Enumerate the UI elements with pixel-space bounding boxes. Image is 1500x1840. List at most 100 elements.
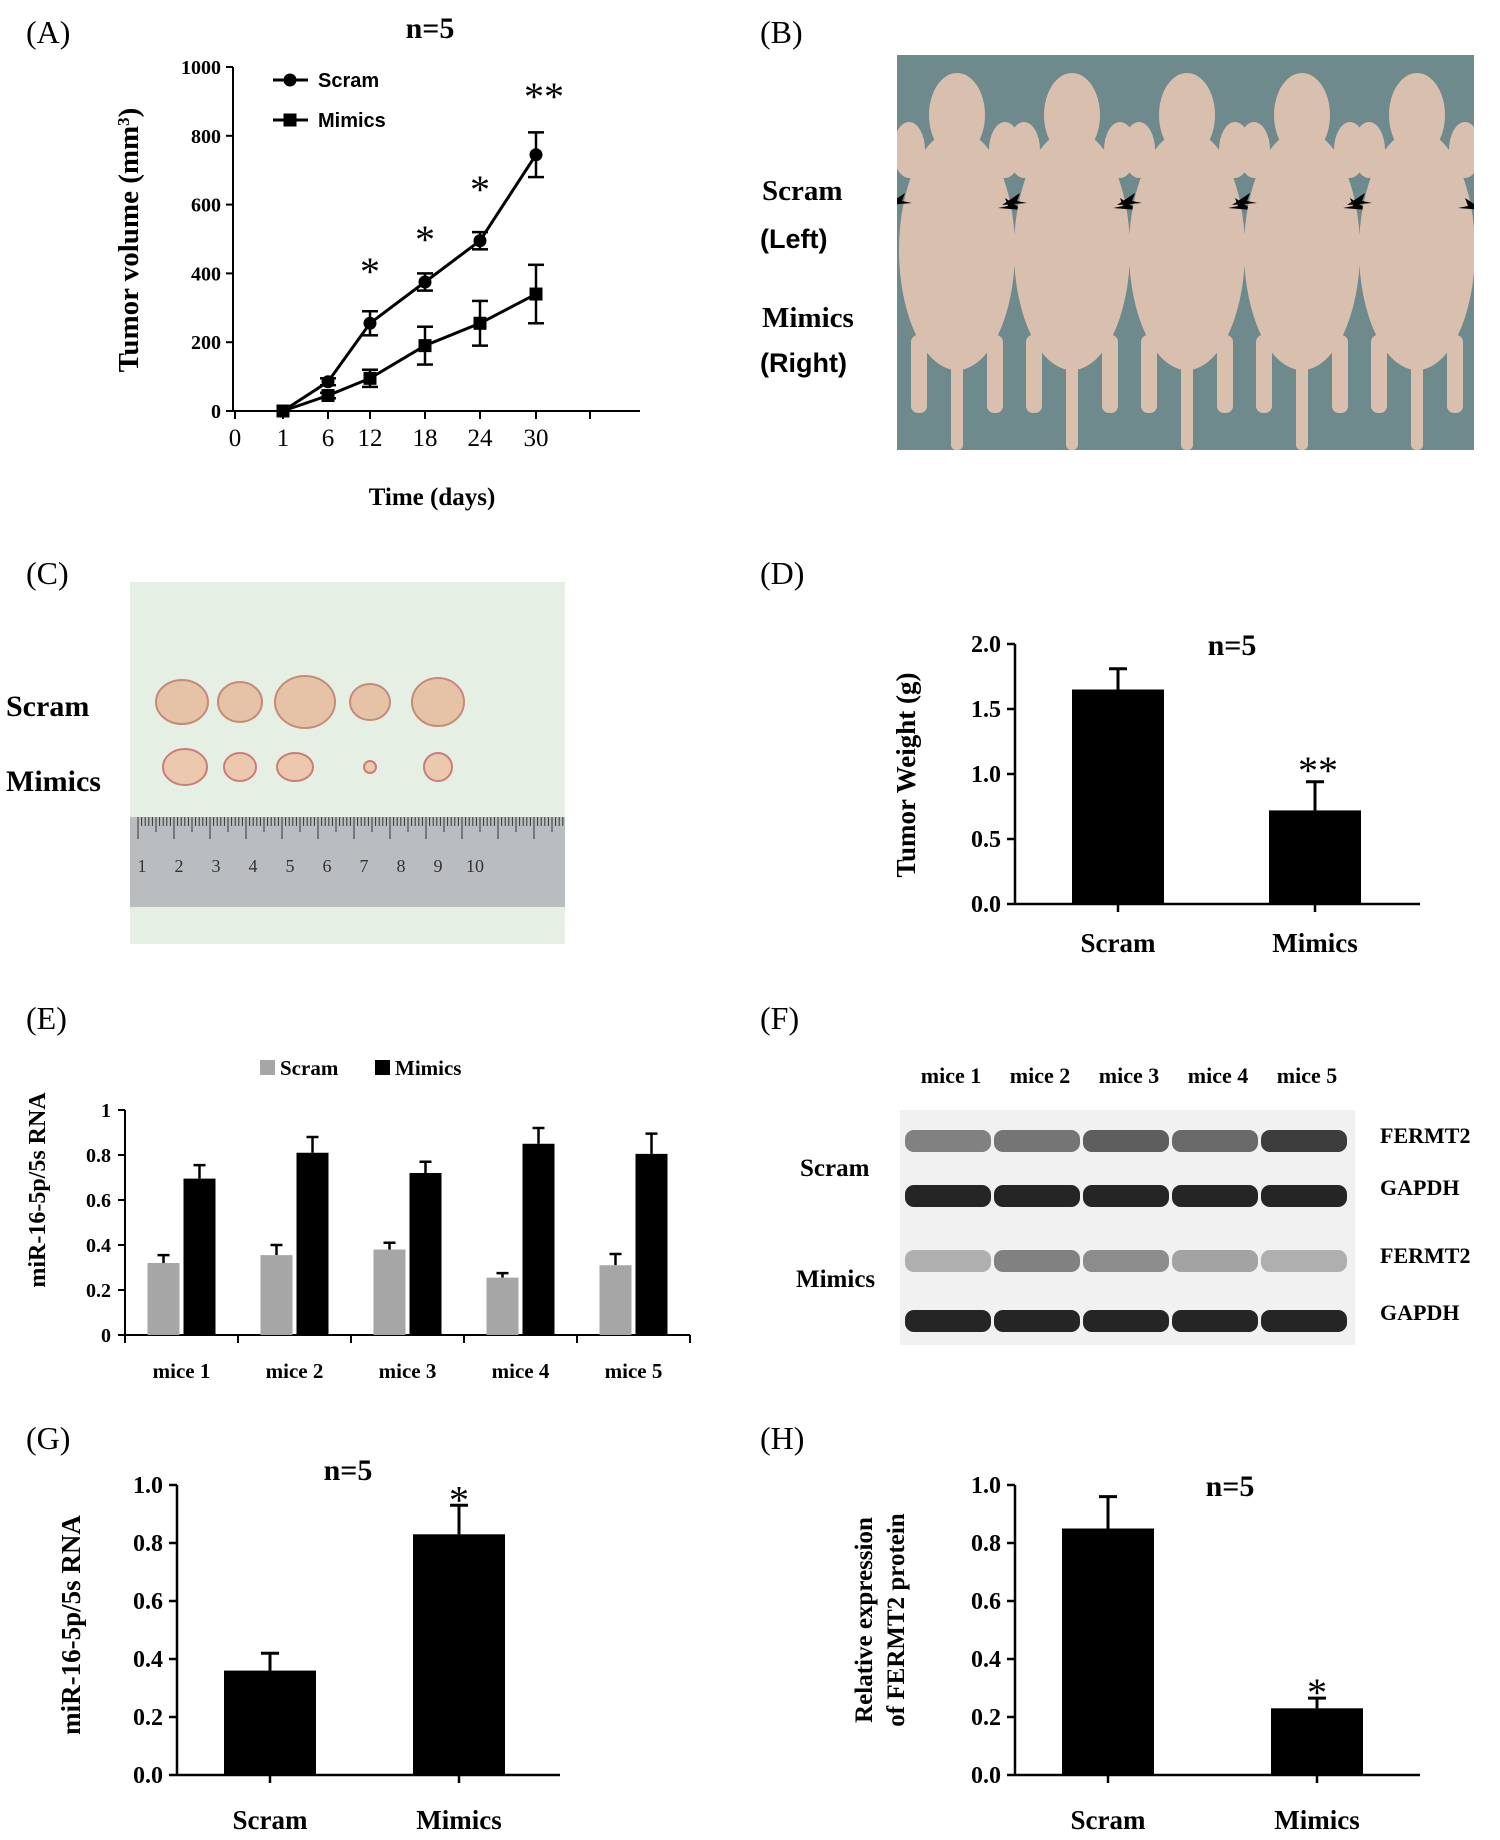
chart-h: 0.0 0.2 0.4 0.6 0.8 1.0 Scram Mimics * n=5 Relativ…	[851, 1470, 1420, 1835]
chart-g-ylabel: miR-16-5p/5s RNA	[56, 1515, 86, 1735]
western-blot-drawing	[905, 1130, 1347, 1332]
chart-e-bar-mimics	[522, 1143, 555, 1335]
chart-e-legend-label: Scram	[280, 1056, 339, 1080]
blot-band	[1261, 1250, 1347, 1272]
blot-group-mimics: Mimics	[796, 1266, 876, 1293]
blot-band	[1172, 1250, 1258, 1272]
blot-band	[905, 1130, 991, 1152]
chart-a-y-tick-label: 0	[211, 401, 221, 423]
chart-a-significance: **	[524, 74, 564, 119]
chart-e-y-tick-label: 1	[101, 1100, 111, 1122]
chart-g-x-tick-label: Scram	[233, 1805, 308, 1835]
mouse-body	[1359, 130, 1474, 370]
chart-e-bar-scram	[373, 1249, 406, 1335]
blot-band	[1083, 1130, 1169, 1152]
chart-d-y-tick-label: 0.0	[971, 892, 1001, 918]
mouse-body	[899, 130, 1015, 370]
panel-letter-h: (H)	[760, 1420, 805, 1456]
blot-group-scram: Scram	[800, 1155, 870, 1182]
chart-g-title: n=5	[324, 1454, 373, 1487]
tumor-photo-c: 1 2 3 4 5 6 7 8 9 10	[130, 582, 565, 944]
chart-g-y-tick-label: 0.0	[133, 1763, 163, 1789]
mouse-leg	[1141, 335, 1157, 413]
chart-h-x-tick-label: Scram	[1071, 1805, 1146, 1835]
mouse-leg	[911, 335, 927, 413]
arrow-icon	[1458, 198, 1474, 210]
photo-b-label-scram: Scram	[762, 175, 843, 207]
chart-h-bar-scram	[1062, 1528, 1154, 1775]
mouse-leg	[1026, 335, 1042, 413]
blot-lane-label: mice 5	[1276, 1063, 1338, 1088]
panel-letter-f: (F)	[760, 1000, 800, 1036]
chart-a-point-mimics	[276, 404, 290, 418]
chart-h-y-tick-label: 1.0	[971, 1473, 1001, 1499]
chart-h-y-tick-label: 0.8	[971, 1531, 1001, 1557]
chart-d-ylabel: Tumor Weight (g)	[891, 672, 921, 877]
arrow-icon	[1232, 193, 1257, 205]
chart-h-y-tick-label: 0.4	[971, 1647, 1001, 1673]
chart-e-bar-mimics	[183, 1178, 216, 1335]
chart-d-y-tick-label: 1.0	[971, 762, 1001, 788]
chart-a-xlabel: Time (days)	[369, 484, 496, 511]
chart-a-y-tick-label: 600	[191, 195, 221, 217]
chart-a-point-scram	[321, 375, 335, 389]
chart-e-y-tick-label: 0	[101, 1325, 111, 1347]
chart-a-point-scram	[473, 234, 487, 248]
mouse-tail	[951, 355, 963, 450]
mouse-leg	[1371, 335, 1387, 413]
blot-band	[905, 1310, 991, 1332]
chart-e-y-tick-label: 0.8	[86, 1145, 111, 1167]
blot-band	[905, 1185, 991, 1207]
chart-d-y-tick-label: 0.5	[971, 827, 1001, 853]
tumor-mimics	[162, 748, 208, 786]
tumor-mimics	[223, 752, 257, 782]
chart-d-title: n=5	[1208, 629, 1257, 662]
mouse-1	[897, 73, 1023, 450]
chart-a-point-mimics	[529, 287, 543, 301]
mouse-leg	[1217, 335, 1233, 413]
mouse-5	[1347, 73, 1474, 450]
chart-e-x-tick-label: mice 2	[266, 1359, 324, 1383]
chart-d-bar-mimics	[1269, 810, 1361, 904]
chart-a-x-tick-label: 24	[468, 425, 494, 452]
chart-a-point-scram	[529, 148, 543, 162]
panel-letter-d: (D)	[760, 555, 805, 591]
chart-a-legend-marker	[283, 73, 297, 87]
mouse-tail	[1066, 355, 1078, 450]
mice-photo-b-drawing	[897, 73, 1474, 450]
ruler	[130, 817, 565, 907]
chart-g: 0.0 0.2 0.4 0.6 0.8 1.0 Scram Mimics * n=5 miR-16-…	[56, 1454, 560, 1835]
tumor-mimics	[423, 752, 453, 782]
chart-g-significance: *	[449, 1477, 469, 1522]
mouse-body	[1244, 130, 1360, 370]
blot-band	[1083, 1310, 1169, 1332]
chart-a-x-tick-label: 30	[524, 425, 549, 452]
chart-g-bar-mimics	[413, 1534, 505, 1775]
chart-a-y-tick-label: 800	[191, 126, 221, 148]
blot-lane-label: mice 4	[1187, 1063, 1249, 1088]
ruler-number: 3	[212, 856, 221, 876]
chart-e-bar-scram	[599, 1265, 632, 1335]
mouse-tail	[1411, 355, 1423, 450]
chart-h-x-tick-label: Mimics	[1274, 1805, 1359, 1835]
chart-a-point-mimics	[321, 389, 335, 403]
chart-a-point-mimics	[418, 339, 432, 353]
chart-e-bar-scram	[260, 1255, 293, 1335]
chart-a-legend-marker	[283, 113, 297, 127]
blot-lane-label: mice 2	[1009, 1063, 1071, 1088]
mouse-leg	[1256, 335, 1272, 413]
ruler-number: 4	[249, 856, 258, 876]
chart-a-legend-label: Scram	[318, 70, 379, 92]
chart-a-series-line-scram	[282, 153, 538, 413]
arrow-icon	[1002, 193, 1027, 205]
panel-letter-e: (E)	[26, 1000, 67, 1036]
panel-letter-c: (C)	[26, 555, 69, 591]
chart-a-x-tick-label: 0	[229, 425, 242, 452]
chart-e-bar-scram	[147, 1263, 180, 1335]
chart-d-x-tick-label: Mimics	[1272, 928, 1357, 958]
blot-band	[1261, 1310, 1347, 1332]
chart-a-x-tick-label: 1	[277, 425, 290, 452]
chart-d-significance: **	[1298, 748, 1338, 793]
chart-a-significance: *	[415, 217, 435, 262]
chart-e-y-tick-label: 0.6	[86, 1190, 111, 1212]
